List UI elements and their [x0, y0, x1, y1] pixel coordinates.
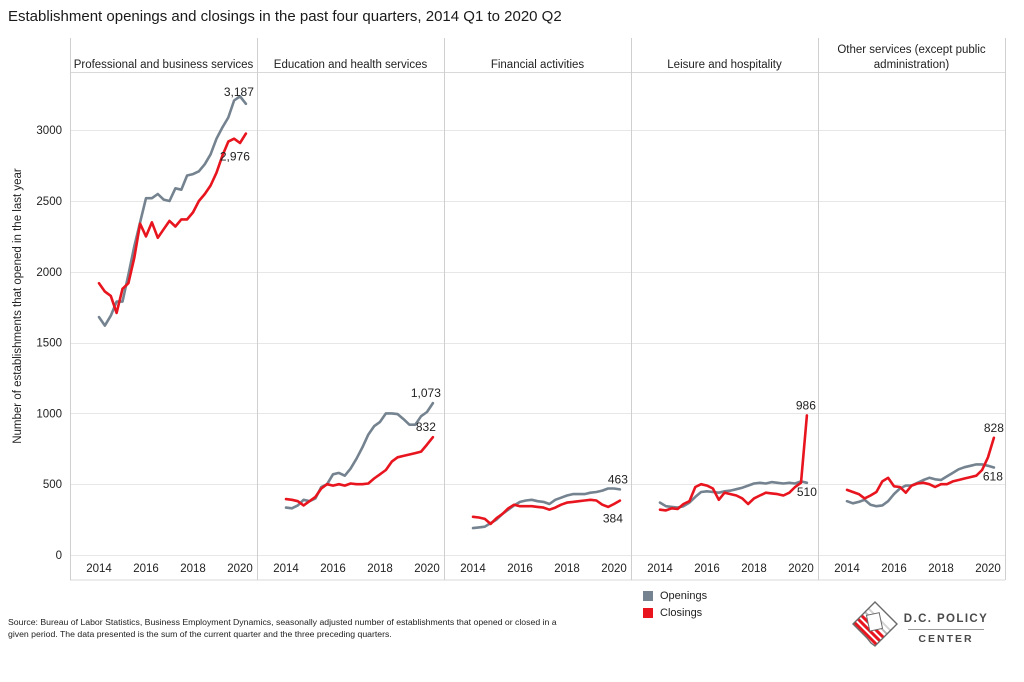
source-note: Source: Bureau of Labor Statistics, Busi… [8, 616, 557, 640]
data-label-closings: 384 [603, 512, 623, 526]
dc-policy-center-logo: D.C. POLICY CENTER [852, 598, 992, 656]
y-tick-label: 1500 [36, 338, 62, 350]
data-label-closings: 2,976 [220, 150, 250, 164]
data-label-openings: 3,187 [224, 85, 254, 99]
y-tick-label: 0 [56, 550, 62, 562]
panel-separators [70, 38, 1006, 581]
x-tick-label: 2018 [180, 563, 206, 575]
panel-header: Other services (except public administra… [821, 36, 1003, 73]
legend-item-openings: Openings [643, 587, 707, 604]
x-tick-label: 2016 [694, 563, 720, 575]
legend-label-openings: Openings [660, 589, 708, 602]
legend-item-closings: Closings [643, 604, 707, 621]
panel-title: Financial activities [490, 59, 585, 71]
x-tick-label: 2014 [834, 563, 860, 575]
series-line-closings [845, 436, 996, 500]
chart-labels: 0 500 1000 1500 2000 2500 3000 Number of establ… [12, 85, 1004, 575]
y-tick-label: 3000 [36, 125, 62, 137]
x-tick-label: 2020 [975, 563, 1001, 575]
logo-wordmark: D.C. POLICY CENTER [902, 612, 990, 646]
series-line-closings [97, 132, 248, 315]
data-label-openings: 463 [608, 472, 628, 486]
x-tick-label: 2016 [320, 563, 346, 575]
logo-name-line1: D.C. POLICY [903, 613, 989, 625]
x-tick-label: 2014 [273, 563, 299, 575]
data-label-openings: 618 [983, 469, 1003, 483]
data-label-closings: 828 [984, 421, 1004, 435]
panel-header: Professional and business services [73, 36, 255, 73]
series-line-openings [284, 401, 435, 510]
legend: Openings Closings [643, 587, 707, 621]
x-tick-label: 2018 [554, 563, 580, 575]
data-label-openings: 510 [797, 485, 817, 499]
series-line-openings [97, 95, 248, 327]
x-tick-label: 2018 [367, 563, 393, 575]
panel-header: Leisure and hospitality [634, 36, 816, 73]
series-line-closings [471, 498, 622, 526]
chart-title: Establishment openings and closings in t… [8, 8, 562, 25]
x-tick-label: 2014 [460, 563, 486, 575]
x-tick-label: 2020 [414, 563, 440, 575]
data-label-openings: 1,073 [411, 386, 441, 400]
series-lines [97, 95, 996, 530]
y-tick-label: 2000 [36, 267, 62, 279]
series-line-openings [845, 463, 996, 508]
source-line: Source: Bureau of Labor Statistics, Busi… [8, 617, 557, 627]
logo-divider [908, 629, 984, 630]
source-line: given period. The data presented is the … [8, 629, 392, 639]
panel-title: Leisure and hospitality [667, 59, 782, 71]
series-line-openings [658, 480, 809, 509]
x-tick-label: 2020 [601, 563, 627, 575]
panel-title: Education and health services [273, 59, 428, 71]
x-tick-label: 2018 [928, 563, 954, 575]
panel-header: Education and health services [260, 36, 442, 73]
x-tick-label: 2014 [86, 563, 112, 575]
legend-swatch-closings [643, 607, 653, 618]
y-tick-label: 500 [43, 479, 62, 491]
panel-title: Other services (except public administra… [837, 44, 986, 71]
gridlines [70, 130, 1005, 556]
series-line-closings [284, 435, 435, 507]
x-tick-label: 2020 [788, 563, 814, 575]
panel-title: Professional and business services [73, 59, 254, 71]
x-tick-label: 2016 [133, 563, 159, 575]
panel-header: Financial activities [447, 36, 629, 73]
x-tick-label: 2014 [647, 563, 673, 575]
x-tick-label: 2020 [227, 563, 253, 575]
logo-name-line2: CENTER [918, 633, 974, 645]
y-tick-label: 2500 [36, 196, 62, 208]
y-tick-label: 1000 [36, 408, 62, 420]
data-label-closings: 832 [416, 420, 436, 434]
series-line-closings [658, 414, 809, 512]
x-tick-label: 2018 [741, 563, 767, 575]
x-tick-label: 2016 [507, 563, 533, 575]
y-axis-title: Number of establishments that opened in … [12, 168, 24, 444]
legend-swatch-openings [643, 590, 653, 601]
x-tick-label: 2016 [881, 563, 907, 575]
legend-label-closings: Closings [660, 606, 703, 619]
data-label-closings: 986 [796, 398, 816, 412]
dc-map-icon [852, 601, 898, 647]
chart-area: 0 500 1000 1500 2000 2500 3000 Number of establ… [12, 38, 1006, 581]
